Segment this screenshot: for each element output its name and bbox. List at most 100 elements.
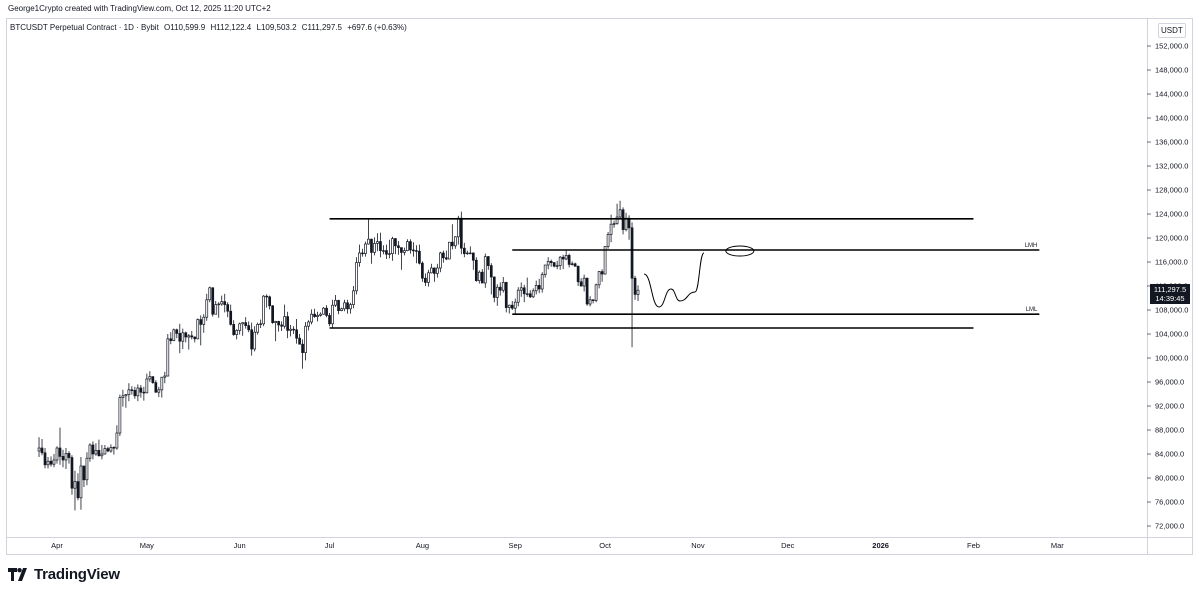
symbol-legend[interactable]: BTCUSDT Perpetual Contract · 1D · Bybit … [10,23,410,32]
candle-body [606,234,610,247]
candle-body [202,316,206,325]
y-tick-label: 128,000.0 [1155,186,1188,195]
chart-frame [6,18,1193,555]
candle-body [436,267,439,274]
candle-body [265,295,268,298]
candle-body [591,299,595,301]
candle-body [570,263,574,265]
candle-body [397,245,400,248]
candle-body [513,301,517,309]
legend-open: O110,599.9 [164,23,206,32]
y-tick-label: 108,000.0 [1155,306,1188,315]
candle-body [229,310,233,325]
candle-body [151,376,155,383]
y-tick-label: 136,000.0 [1155,138,1188,147]
candle-body [106,448,110,452]
candle-body [612,223,616,225]
symbol-name[interactable]: BTCUSDT Perpetual Contract · 1D · Bybit [10,23,159,32]
candle-body [334,300,337,306]
y-tick-label: 120,000.0 [1155,234,1188,243]
candle-body [522,287,526,295]
candle-body [609,223,613,235]
candle-body [364,243,367,254]
candle-body [594,284,598,301]
candle-body [220,301,224,305]
candle-body [588,299,592,305]
bar-countdown: 14:39:45 [1155,294,1185,303]
candle-body [100,453,104,457]
candle-body [322,307,325,315]
candle-body [394,238,397,247]
candle-body [388,253,391,255]
candle-body [103,448,107,455]
candle-body [70,457,74,489]
candle-body [442,252,445,259]
candle-body [55,447,59,461]
candle-body [603,246,607,275]
candle-body [271,305,274,323]
candle-body [319,313,322,316]
attribution-text: George1Crypto created with TradingView.c… [8,4,271,13]
candle-body [516,289,520,303]
candle-body [564,255,568,260]
candle-body [367,238,370,245]
candle-body [40,447,44,454]
candle-body [121,395,125,398]
candle-body [489,265,493,278]
candle-body [232,324,236,335]
price-scale-divider [1147,18,1148,555]
candle-body [439,252,442,269]
candle-body [61,456,65,461]
y-tick-label: 144,000.0 [1155,90,1188,99]
x-tick-label: 2026 [872,541,889,550]
candle-body [181,332,185,342]
tradingview-logo[interactable]: TradingView [8,566,120,583]
y-tick-label: 88,000.0 [1155,426,1184,435]
legend-high: H112,122.4 [210,23,252,32]
candle-body [295,329,298,339]
y-tick-label: 84,000.0 [1155,450,1184,459]
candle-body [618,209,622,218]
candle-body [433,267,436,274]
candle-body [379,241,382,251]
candle-body [418,250,421,264]
candle-body [130,389,134,391]
candle-body [346,302,349,310]
candle-body [298,337,301,345]
candle-body [453,236,457,247]
candle-body [136,387,140,397]
candle-body [630,227,634,279]
candle-body [268,296,271,307]
currency-button[interactable]: USDT [1158,23,1186,38]
candle-body [355,262,358,292]
candle-body [76,481,80,499]
candle-body [510,304,514,309]
last-price-tag: 111,297.5 14:39:45 [1150,284,1190,304]
candle-body [450,241,454,247]
x-tick-label: Jul [325,541,335,550]
y-tick-label: 148,000.0 [1155,66,1188,75]
candle-body [133,390,137,397]
candle-body [447,241,451,260]
candle-body [142,391,146,394]
candle-body [415,250,418,252]
candle-body [256,324,260,333]
candle-body [537,285,541,290]
candle-body [208,287,212,301]
candle-body [546,261,550,266]
candle-body [241,322,245,325]
candle-body [361,252,364,255]
candle-body [214,304,218,315]
time-scale-divider [6,537,1193,538]
candle-body [406,241,409,251]
candle-body [483,256,487,284]
candle-body [301,343,304,353]
candle-body [528,293,532,298]
candle-body [358,252,361,263]
candle-body [382,250,385,252]
legend-close: C111,297.5 [301,23,342,32]
candle-body [46,460,50,466]
candle-body [211,287,215,315]
candle-body [145,378,149,394]
